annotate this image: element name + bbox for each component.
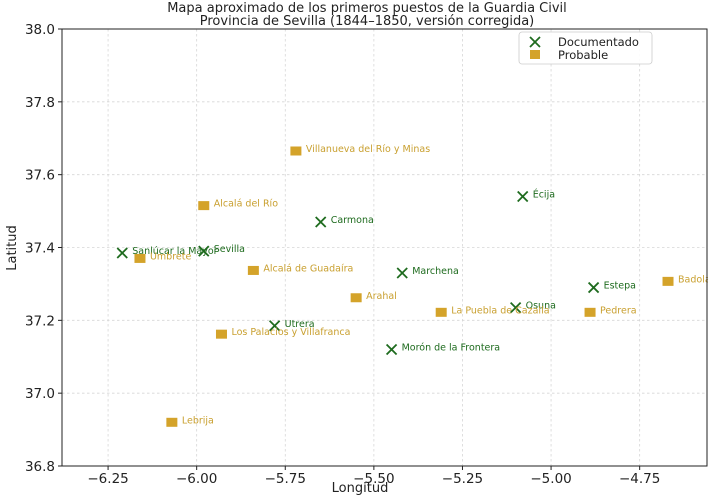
square-marker: [435, 307, 447, 317]
square-marker: [662, 276, 674, 286]
point-label: Estepa: [604, 281, 636, 292]
point-arahal: Arahal: [350, 291, 397, 303]
point-label: Osuna: [526, 301, 556, 312]
x-tick-label: −6.00: [176, 471, 217, 487]
legend-box: [518, 31, 653, 65]
point-sanlucar-la-mayor: Sanlúcar la Mayor: [116, 246, 218, 259]
x-marker-stroke: [315, 216, 327, 228]
square-marker: [584, 307, 596, 317]
point-utrera: Utrera: [269, 319, 315, 332]
y-tick-label: 36.8: [25, 459, 55, 475]
x-marker-stroke: [587, 281, 600, 294]
square-marker: [247, 265, 259, 275]
point-lebrija: Lebrija: [166, 415, 214, 427]
square-marker: [134, 253, 146, 263]
y-tick-label: 37.8: [25, 95, 55, 111]
square-marker: [350, 293, 362, 303]
y-axis-ticks: 36.8 37.0 37.2 37.4 37.6 37.8 38.0: [25, 22, 62, 475]
legend: Documentado Probable: [518, 31, 653, 65]
point-label: Écija: [533, 189, 555, 201]
legend-marker-probable: [530, 50, 540, 59]
square-marker: [166, 417, 178, 427]
point-umbrete: Umbrete: [134, 251, 191, 263]
point-label: Villanueva del Río y Minas: [306, 144, 430, 155]
square-marker: [290, 146, 302, 156]
x-tick-label: −5.75: [265, 471, 306, 487]
point-label: Morón de la Frontera: [402, 342, 501, 353]
point-estepa: Estepa: [587, 281, 636, 294]
point-badolatosa: Badolatosa: [662, 274, 708, 286]
x-marker-stroke: [517, 190, 529, 203]
point-ecija: Écija: [517, 189, 555, 203]
y-tick-label: 37.4: [25, 241, 55, 257]
legend-marker-documentado: [529, 36, 541, 48]
x-tick-label: −5.25: [442, 471, 483, 487]
point-label: Alcalá de Guadaíra: [263, 263, 353, 274]
x-tick-label: −4.75: [619, 471, 660, 487]
square-marker: [198, 201, 210, 211]
y-tick-label: 37.2: [25, 313, 55, 329]
point-label: Sevilla: [214, 244, 245, 255]
y-tick-label: 38.0: [25, 22, 55, 38]
y-tick-label: 37.0: [25, 386, 55, 402]
point-sevilla: Sevilla: [198, 244, 245, 257]
point-alcala-de-guadaira: Alcalá de Guadaíra: [247, 263, 353, 275]
chart-subtitle: Provincia de Sevilla (1844–1850, versión…: [200, 14, 534, 29]
x-marker-stroke: [198, 245, 210, 257]
x-tick-label: −5.00: [530, 471, 571, 487]
point-villanueva-del-rio-y-minas: Villanueva del Río y Minas: [290, 144, 430, 156]
point-label: Umbrete: [150, 251, 192, 262]
point-label: La Puebla de Cazalla: [451, 305, 549, 316]
x-tick-label: −6.25: [87, 471, 128, 487]
point-label: Badolatosa: [678, 274, 708, 285]
square-marker: [215, 329, 227, 339]
legend-label-documentado: Documentado: [558, 35, 639, 49]
point-label: Carmona: [331, 215, 374, 226]
x-marker-stroke: [509, 301, 522, 314]
point-label: Alcalá del Río: [214, 199, 278, 210]
point-label: Sanlúcar la Mayor: [132, 246, 217, 257]
point-pedrera: Pedrera: [584, 305, 637, 317]
point-los-palacios-y-villafranca: Los Palacios y Villafranca: [215, 327, 350, 339]
point-la-puebla-de-cazalla: La Puebla de Cazalla: [435, 305, 550, 317]
x-marker-stroke: [385, 343, 398, 356]
point-label: Utrera: [285, 319, 315, 330]
chart-title: Mapa aproximado de los primeros puestos …: [167, 1, 567, 16]
point-marchena: Marchena: [396, 266, 459, 279]
x-marker-stroke: [396, 267, 408, 279]
legend-label-probable: Probable: [558, 48, 608, 62]
x-axis-label: Longitud: [332, 481, 389, 496]
point-label: Los Palacios y Villafranca: [231, 327, 350, 338]
point-label: Arahal: [366, 291, 397, 302]
point-alcala-del-rio: Alcalá del Río: [198, 199, 278, 211]
x-tick-label: −5.50: [353, 471, 394, 487]
y-tick-label: 37.6: [25, 168, 55, 184]
y-axis-label: Latitud: [5, 225, 20, 271]
plot-frame: [61, 28, 708, 467]
point-label: Lebrija: [182, 415, 214, 426]
point-label: Pedrera: [600, 305, 637, 316]
point-carmona: Carmona: [315, 215, 374, 228]
x-marker-stroke: [269, 320, 281, 332]
point-moron-de-la-frontera: Morón de la Frontera: [385, 342, 501, 356]
point-label: Marchena: [412, 266, 459, 277]
x-axis-ticks: −6.25 −6.00 −5.75 −5.50 −5.25 −5.00 −4.75: [87, 466, 660, 487]
point-osuna: Osuna: [509, 301, 556, 314]
x-marker-stroke: [116, 247, 128, 259]
